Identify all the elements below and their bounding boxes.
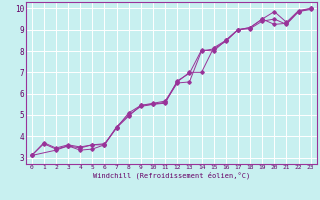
X-axis label: Windchill (Refroidissement éolien,°C): Windchill (Refroidissement éolien,°C) (92, 172, 250, 179)
